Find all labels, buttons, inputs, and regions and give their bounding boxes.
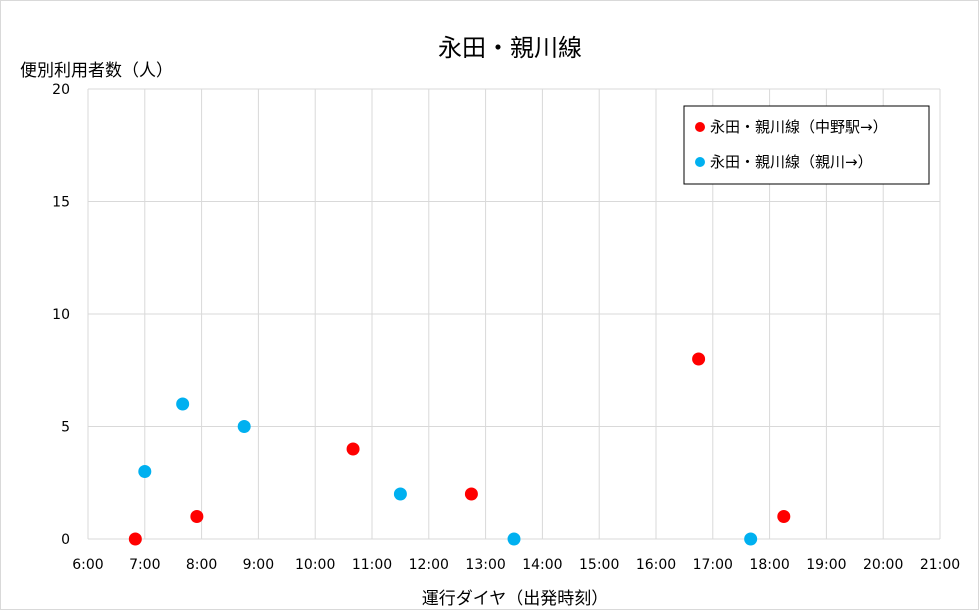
x-axis-label: 運行ダイヤ（出発時刻） [422,589,609,609]
legend-label-series-1: 永田・親川線（中野駅→） [710,118,888,136]
x-tick-label: 15:00 [579,557,619,573]
data-point-series-1 [464,487,478,501]
x-tick-label: 10:00 [295,557,335,573]
data-point-series-2 [393,487,407,501]
x-tick-label: 14:00 [522,557,562,573]
chart-title: 永田・親川線 [438,34,582,62]
y-tick-labels: 0 5 10 15 20 [52,82,70,548]
y-axis-label: 便別利用者数（人） [20,61,173,81]
data-point-series-2 [138,465,152,478]
legend-marker-series-1 [695,122,705,132]
y-tick-label: 20 [52,82,70,98]
data-point-series-2 [176,397,190,411]
x-tick-label: 13:00 [465,557,505,573]
x-tick-label: 18:00 [749,557,789,573]
data-point-series-2 [507,532,521,546]
x-tick-label: 7:00 [129,557,160,573]
y-tick-label: 5 [61,420,70,436]
legend: 永田・親川線（中野駅→） 永田・親川線（親川→） [683,105,930,185]
y-tick-label: 0 [61,532,70,548]
x-tick-label: 9:00 [243,557,274,573]
legend-label-series-2: 永田・親川線（親川→） [710,153,873,171]
legend-marker-series-2 [695,157,705,167]
x-tick-label: 16:00 [636,557,676,573]
x-tick-label: 21:00 [920,557,960,573]
x-tick-label: 17:00 [693,557,733,573]
data-point-series-1 [128,532,142,546]
data-point-series-1 [346,442,360,456]
legend-box [683,105,930,185]
x-tick-label: 20:00 [863,557,903,573]
data-point-series-1 [777,510,791,523]
x-tick-label: 12:00 [409,557,449,573]
data-point-series-2 [237,420,251,433]
data-point-series-1 [190,510,204,523]
x-tick-label: 8:00 [186,557,217,573]
y-tick-label: 10 [52,307,70,323]
data-point-series-2 [744,532,758,546]
x-tick-labels: 6:00 7:00 8:00 9:00 10:00 11:00 12:00 13:00 14:0… [72,557,960,573]
data-points [128,352,791,546]
data-point-series-1 [692,352,706,366]
y-tick-label: 15 [52,195,70,211]
x-tick-label: 6:00 [72,557,103,573]
x-tick-label: 19:00 [806,557,846,573]
x-tick-label: 11:00 [352,557,392,573]
